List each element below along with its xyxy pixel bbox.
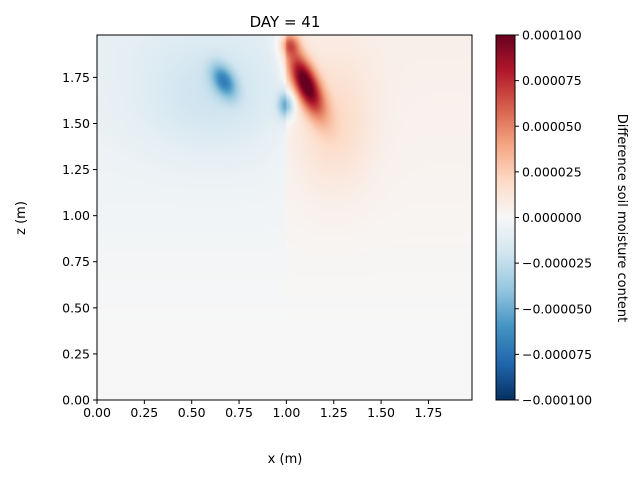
y-tick-label: 0.00 <box>62 393 90 408</box>
colorbar-tick-label: 0.000025 <box>522 164 582 179</box>
colorbar <box>495 34 516 401</box>
heatmap-image <box>97 35 472 400</box>
x-tick-label: 1.50 <box>367 405 395 420</box>
x-tick-label: 0.00 <box>83 405 111 420</box>
colorbar-tick-label: 0.000050 <box>522 119 582 134</box>
plot-frame <box>96 34 473 401</box>
x-tick-label: 1.25 <box>320 405 348 420</box>
y-tick-label: 1.25 <box>62 162 90 177</box>
x-axis-label: x (m) <box>268 452 303 467</box>
y-tick-label: 0.50 <box>62 300 90 315</box>
colorbar-tick-label: −0.000075 <box>522 347 592 362</box>
colorbar-tick-label: −0.000100 <box>522 393 592 408</box>
y-tick-label: 1.50 <box>62 116 90 131</box>
y-axis: 0.00 0.25 0.50 0.75 1.00 1.25 1.50 1.75 <box>62 70 97 408</box>
colorbar-tick-label: 0.000100 <box>522 28 582 43</box>
chart-title: DAY = 41 <box>250 13 321 31</box>
colorbar-tick-label: −0.000025 <box>522 256 592 271</box>
colorbar-axis: 0.000100 0.000075 0.000050 0.000025 0.000000… <box>515 28 592 408</box>
y-tick-label: 1.75 <box>62 70 90 85</box>
colorbar-tick-label: −0.000050 <box>522 301 592 316</box>
colorbar-tick-label: 0.000075 <box>522 73 582 88</box>
y-tick-label: 1.00 <box>62 208 90 223</box>
y-tick-label: 0.25 <box>62 346 90 361</box>
x-tick-label: 0.50 <box>178 405 206 420</box>
y-tick-label: 0.75 <box>62 254 90 269</box>
y-axis-label: z (m) <box>14 201 29 235</box>
x-tick-label: 1.00 <box>272 405 300 420</box>
colorbar-tick-label: 0.000000 <box>522 210 582 225</box>
x-tick-label: 0.75 <box>225 405 253 420</box>
x-tick-label: 0.25 <box>130 405 158 420</box>
x-axis: 0.00 0.25 0.50 0.75 1.00 1.25 1.50 1.75 <box>83 400 442 420</box>
colorbar-label: Difference soil moisture content <box>614 114 629 323</box>
x-tick-label: 1.75 <box>415 405 443 420</box>
